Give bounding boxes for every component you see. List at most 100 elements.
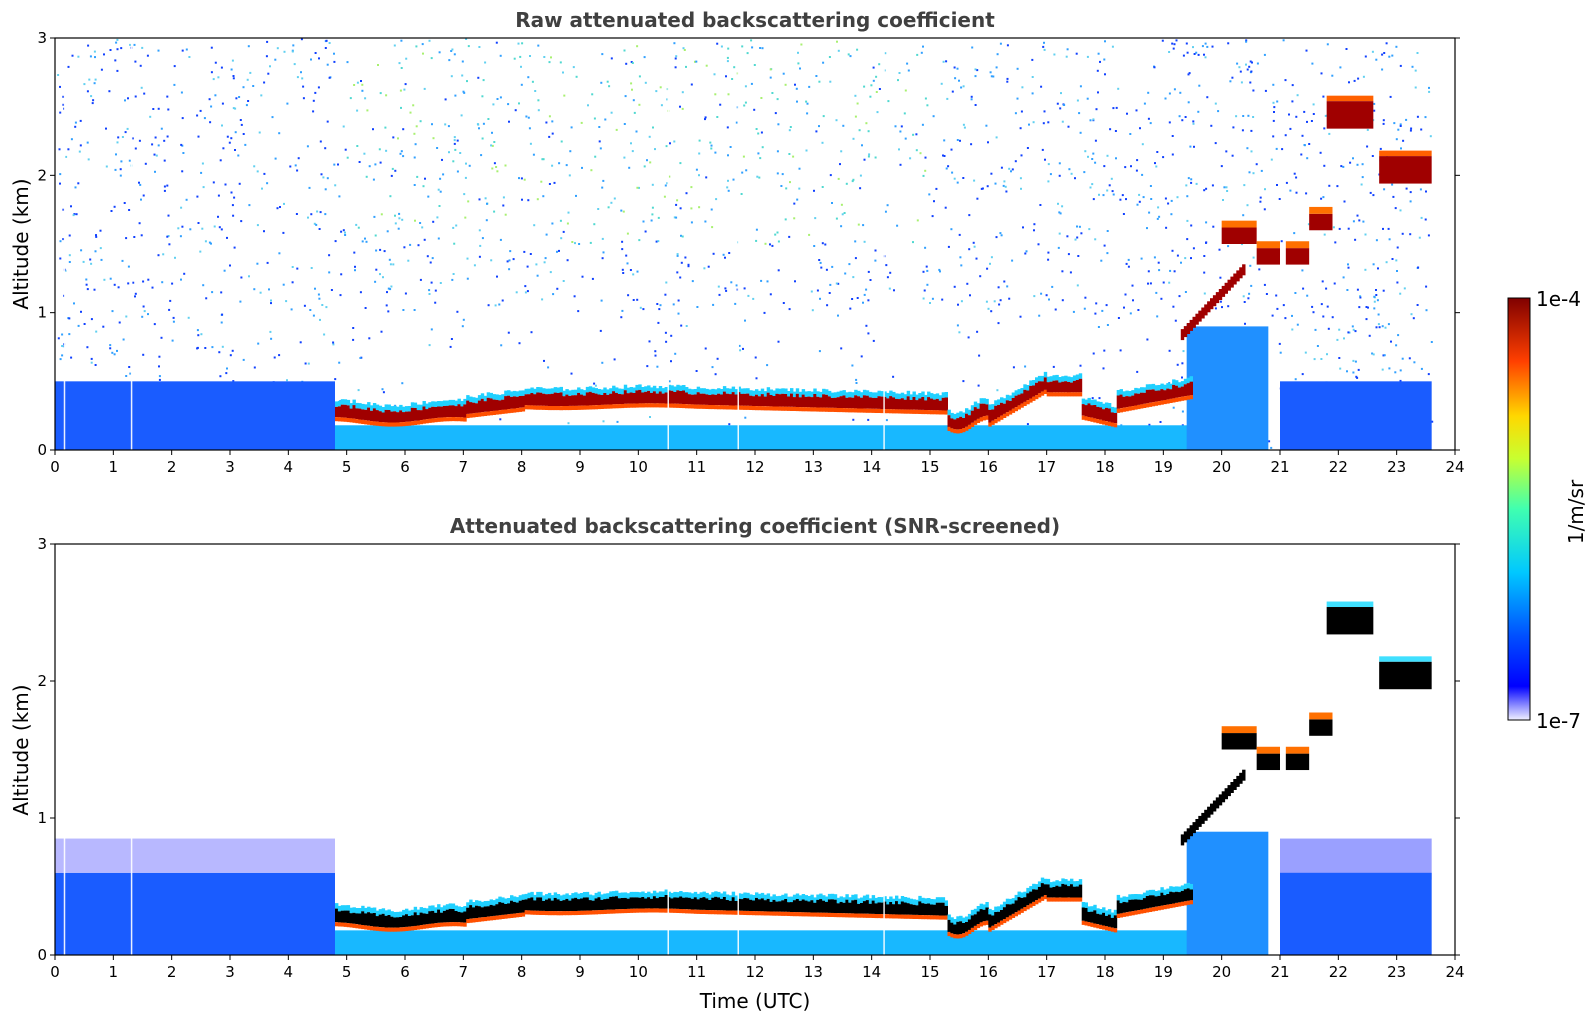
noise-pixel (1399, 379, 1402, 382)
noise-pixel (650, 219, 653, 222)
cloud-core (475, 905, 479, 918)
noise-pixel (1249, 60, 1252, 63)
noise-pixel (1024, 365, 1027, 368)
noise-pixel (95, 234, 97, 237)
cloud-base-edge (612, 404, 616, 409)
cloud-edge (1128, 391, 1132, 397)
cloud-core (1102, 912, 1106, 926)
noise-pixel (266, 182, 269, 185)
noise-pixel (219, 375, 222, 378)
noise-pixel (788, 308, 791, 311)
noise-pixel (1377, 323, 1380, 326)
cloud-edge (938, 395, 943, 401)
cloud-core (1122, 396, 1126, 408)
noise-pixel (1276, 100, 1279, 103)
noise-pixel (328, 254, 331, 257)
noise-pixel (210, 46, 213, 49)
cloud-core (921, 397, 925, 410)
noise-pixel (151, 143, 154, 146)
noise-pixel (544, 257, 547, 260)
cloud-core (1061, 883, 1065, 898)
cloud-edge (410, 909, 415, 916)
cloud-edge (906, 897, 911, 904)
cloud-base-edge (521, 912, 526, 917)
x-tick-label: 9 (575, 963, 585, 981)
cloud-edge (486, 392, 491, 398)
noise-pixel (218, 226, 221, 229)
colorbar-min-label: 1e-7 (1536, 709, 1581, 733)
cloud-base-edge (448, 922, 453, 927)
cloud-base-edge (539, 910, 543, 915)
noise-pixel (1104, 40, 1106, 43)
noise-pixel (67, 65, 70, 68)
noise-pixel (1190, 257, 1192, 260)
noise-pixel (970, 98, 973, 101)
cloud-base-edge (988, 927, 992, 932)
upper-cloud-edge (1379, 150, 1432, 157)
noise-pixel (59, 111, 62, 114)
noise-pixel (453, 139, 456, 142)
rising-cloud (1215, 292, 1220, 304)
noise-pixel (1388, 55, 1391, 58)
noise-pixel (1095, 108, 1098, 111)
noise-pixel (1276, 184, 1278, 186)
cloud-core (337, 911, 342, 923)
noise-pixel (214, 94, 217, 97)
colorbar-max-label: 1e-4 (1536, 287, 1581, 311)
cloud-edge (1172, 886, 1176, 893)
cloud-base-edge (530, 910, 534, 915)
cloud-core (790, 902, 794, 912)
noise-pixel (886, 204, 889, 207)
noise-pixel (1424, 116, 1427, 119)
noise-pixel (527, 116, 530, 119)
cloud-edge (819, 391, 823, 398)
cloud-edge (991, 910, 995, 916)
noise-pixel (829, 174, 832, 177)
noise-pixel (690, 83, 693, 86)
noise-pixel (1291, 328, 1294, 331)
cloud-edge (437, 401, 441, 407)
rising-cloud (1198, 310, 1202, 322)
cloud-edge (574, 389, 578, 396)
cloud-core (944, 905, 948, 916)
noise-pixel (1273, 106, 1276, 109)
cloud-core (463, 911, 467, 923)
cloud-edge (507, 390, 511, 396)
noise-pixel (922, 174, 925, 177)
noise-pixel (1112, 107, 1115, 110)
noise-pixel (530, 331, 533, 334)
noise-pixel (540, 180, 543, 183)
noise-pixel (404, 83, 407, 86)
noise-pixel (1410, 313, 1413, 316)
noise-pixel (695, 168, 698, 171)
cloud-base-edge (1084, 921, 1088, 926)
noise-pixel (856, 102, 859, 105)
noise-pixel (870, 84, 873, 87)
noise-pixel (1033, 223, 1036, 226)
noise-pixel (86, 90, 89, 93)
cloud-edge (1116, 390, 1121, 396)
noise-pixel (805, 149, 808, 152)
noise-pixel (977, 384, 980, 387)
noise-pixel (755, 239, 758, 242)
cloud-base-edge (973, 420, 978, 425)
noise-pixel (1115, 106, 1118, 109)
boundary-layer-evening (1280, 872, 1432, 955)
mid-cloud (1309, 213, 1333, 231)
noise-pixel (412, 104, 415, 107)
cloud-core (1157, 895, 1161, 907)
cloud-core (492, 905, 496, 916)
noise-pixel (432, 137, 435, 140)
noise-pixel (219, 159, 222, 162)
cloud-edge (1084, 902, 1088, 908)
noise-pixel (1389, 95, 1392, 98)
noise-pixel (1158, 269, 1161, 272)
noise-pixel (147, 278, 150, 281)
cloud-base-edge (1169, 904, 1173, 909)
noise-pixel (398, 217, 401, 220)
cloud-core (518, 900, 523, 913)
cloud-base-edge (355, 419, 359, 424)
rising-cloud (1218, 794, 1223, 806)
cloud-core (1043, 884, 1048, 896)
noise-pixel (354, 269, 356, 272)
